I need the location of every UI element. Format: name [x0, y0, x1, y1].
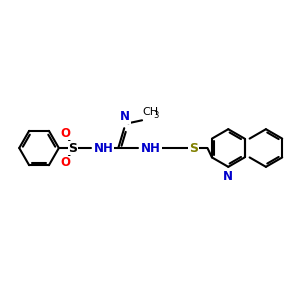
- Text: NH: NH: [141, 142, 161, 154]
- Text: N: N: [120, 110, 130, 123]
- Text: S: S: [68, 142, 77, 154]
- Text: 3: 3: [153, 111, 158, 120]
- Text: O: O: [61, 156, 71, 170]
- Text: S: S: [189, 142, 198, 154]
- Text: NH: NH: [94, 142, 113, 154]
- Text: CH: CH: [142, 107, 158, 117]
- Text: N: N: [223, 170, 233, 183]
- Text: O: O: [61, 127, 71, 140]
